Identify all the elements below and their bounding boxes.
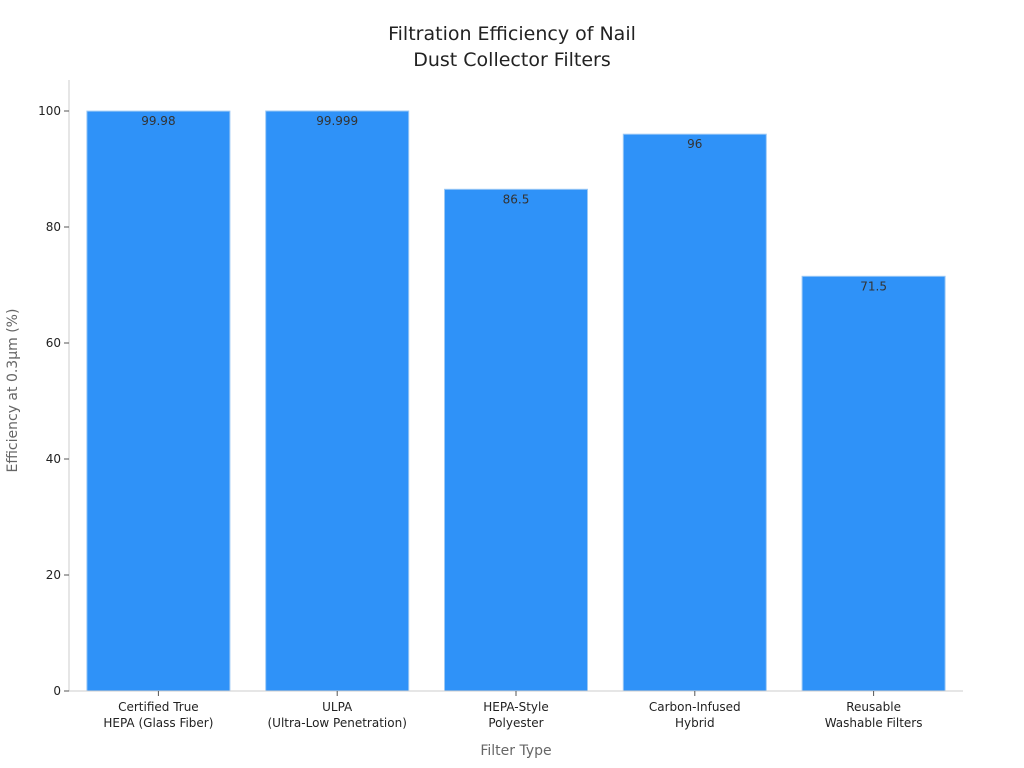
chart-title-line: Filtration Efficiency of Nail	[388, 23, 636, 45]
chart-title-line: Dust Collector Filters	[413, 49, 611, 71]
y-tick-label: 80	[46, 220, 61, 234]
x-tick-label: Carbon-Infused	[649, 700, 741, 714]
x-tick-label: HEPA (Glass Fiber)	[103, 716, 213, 730]
x-tick-label: Washable Filters	[825, 716, 923, 730]
x-tick-label: HEPA-Style	[483, 700, 549, 714]
x-tick-label: Polyester	[488, 716, 543, 730]
y-tick-label: 40	[46, 452, 61, 466]
bar	[622, 133, 767, 692]
bar-value-label: 99.999	[316, 114, 358, 128]
bar-value-label: 99.98	[141, 114, 175, 128]
bar-value-label: 96	[687, 137, 702, 151]
x-tick-label: Certified True	[118, 700, 199, 714]
x-axis-title: Filter Type	[480, 743, 551, 759]
x-tick-label: ULPA	[322, 700, 353, 714]
y-axis: 0 20 40 60 80 100	[38, 80, 70, 698]
y-tick-label: 0	[53, 684, 61, 698]
y-axis-title: Efficiency at 0.3μm (%)	[5, 309, 21, 473]
bar-value-label: 86.5	[503, 192, 530, 206]
chart-title: Filtration Efficiency of Nail Dust Collec…	[388, 23, 636, 71]
bar-value-label: 71.5	[860, 279, 887, 293]
bar	[86, 110, 231, 692]
x-tick-label: (Ultra-Low Penetration)	[267, 716, 406, 730]
y-tick-label: 100	[38, 104, 61, 118]
y-tick-label: 20	[46, 568, 61, 582]
bar	[444, 188, 588, 692]
x-tick-label: Reusable	[846, 700, 901, 714]
x-tick-label: Hybrid	[675, 716, 715, 730]
bar	[265, 110, 410, 692]
x-axis: Certified True HEPA (Glass Fiber) ULPA (Ult…	[69, 690, 963, 730]
bars-group: 99.98 99.999 86.5 96 71.5	[86, 110, 946, 692]
y-tick-label: 60	[46, 336, 61, 350]
bar	[801, 275, 946, 692]
